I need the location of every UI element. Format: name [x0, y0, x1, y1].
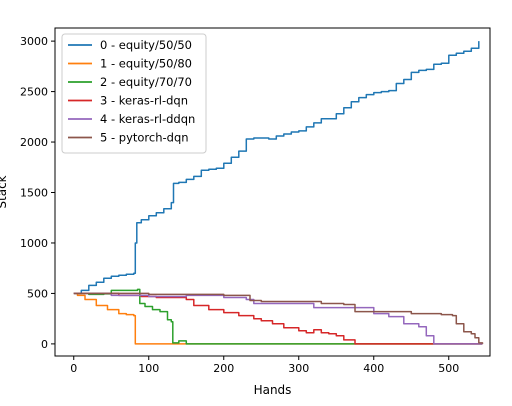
series-line-3 [73, 292, 483, 345]
x-tick-label: 100 [138, 362, 159, 375]
series-line-0 [73, 41, 480, 295]
y-tick-label: 0 [41, 338, 48, 351]
y-tick-label: 2000 [20, 136, 48, 149]
legend-label: 2 - equity/70/70 [100, 75, 192, 89]
y-axis: 0 500 1000 1500 2000 2500 3000 [20, 35, 55, 351]
x-tick-label: 0 [70, 362, 77, 375]
series-line-1 [73, 292, 483, 345]
y-tick-label: 3000 [20, 35, 48, 48]
legend-label: 5 - pytorch-dqn [100, 131, 189, 145]
y-axis-label: Stack [0, 175, 9, 208]
legend-box [61, 33, 207, 154]
legend-label: 0 - equity/50/50 [100, 38, 192, 52]
x-tick-label: 400 [363, 362, 384, 375]
series-line-5 [73, 292, 484, 344]
x-axis: 0 100 200 300 400 500 [70, 356, 459, 375]
series-layer [73, 41, 484, 345]
legend: 0 - equity/50/50 1 - equity/50/80 2 - equi… [61, 33, 207, 154]
legend-label: 3 - keras-rl-dqn [100, 94, 188, 108]
series-line-4 [73, 292, 483, 345]
y-tick-label: 1500 [20, 187, 48, 200]
y-tick-label: 1000 [20, 237, 48, 250]
x-tick-label: 200 [213, 362, 234, 375]
legend-label: 1 - equity/50/80 [100, 57, 192, 71]
x-axis-label: Hands [254, 383, 292, 397]
y-tick-label: 2500 [20, 86, 48, 99]
legend-label: 4 - keras-rl-ddqn [100, 112, 195, 126]
plot-frame [54, 27, 491, 357]
x-tick-label: 300 [288, 362, 309, 375]
x-tick-label: 500 [438, 362, 459, 375]
y-tick-label: 500 [27, 287, 48, 300]
